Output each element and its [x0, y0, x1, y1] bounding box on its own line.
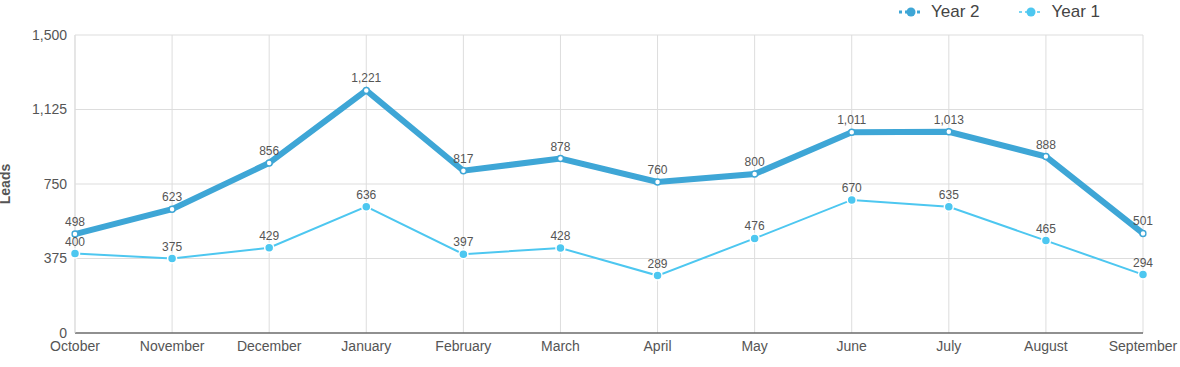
svg-text:0: 0 [59, 325, 67, 341]
svg-text:July: July [936, 338, 961, 354]
svg-text:476: 476 [745, 219, 765, 233]
svg-text:623: 623 [162, 190, 182, 204]
svg-text:375: 375 [44, 250, 68, 266]
svg-text:429: 429 [259, 229, 279, 243]
svg-text:817: 817 [453, 152, 473, 166]
svg-text:January: January [341, 338, 391, 354]
svg-text:April: April [644, 338, 672, 354]
svg-text:August: August [1024, 338, 1068, 354]
svg-text:Leads: Leads [8, 164, 13, 205]
svg-text:November: November [140, 338, 205, 354]
svg-text:March: March [541, 338, 580, 354]
svg-text:1,011: 1,011 [837, 113, 866, 127]
svg-text:856: 856 [259, 144, 279, 158]
svg-text:September: September [1109, 338, 1172, 354]
svg-text:1,221: 1,221 [351, 71, 381, 85]
svg-text:636: 636 [356, 188, 376, 202]
svg-text:397: 397 [453, 235, 473, 249]
svg-text:878: 878 [550, 140, 570, 154]
svg-text:501: 501 [1133, 214, 1153, 228]
svg-text:294: 294 [1133, 256, 1153, 270]
svg-text:1,500: 1,500 [32, 27, 67, 43]
svg-text:1,125: 1,125 [32, 101, 67, 117]
svg-text:670: 670 [842, 181, 862, 195]
svg-text:June: June [837, 338, 868, 354]
svg-text:888: 888 [1036, 138, 1056, 152]
svg-text:400: 400 [65, 235, 85, 249]
svg-text:465: 465 [1036, 222, 1056, 236]
svg-text:635: 635 [939, 188, 959, 202]
svg-text:375: 375 [162, 240, 182, 254]
svg-text:800: 800 [745, 155, 765, 169]
svg-text:October: October [50, 338, 100, 354]
svg-text:1,013: 1,013 [934, 113, 964, 127]
html-text:Year 2: Year 2 [930, 2, 980, 21]
svg-text:428: 428 [550, 229, 570, 243]
svg-text:May: May [741, 338, 767, 354]
svg-text:December: December [237, 338, 302, 354]
svg-text:760: 760 [648, 163, 668, 177]
html-text:Year 1: Year 1 [1051, 2, 1100, 21]
svg-text:750: 750 [44, 176, 68, 192]
svg-text:289: 289 [648, 257, 668, 271]
svg-text:498: 498 [65, 215, 85, 229]
svg-text:February: February [435, 338, 491, 354]
